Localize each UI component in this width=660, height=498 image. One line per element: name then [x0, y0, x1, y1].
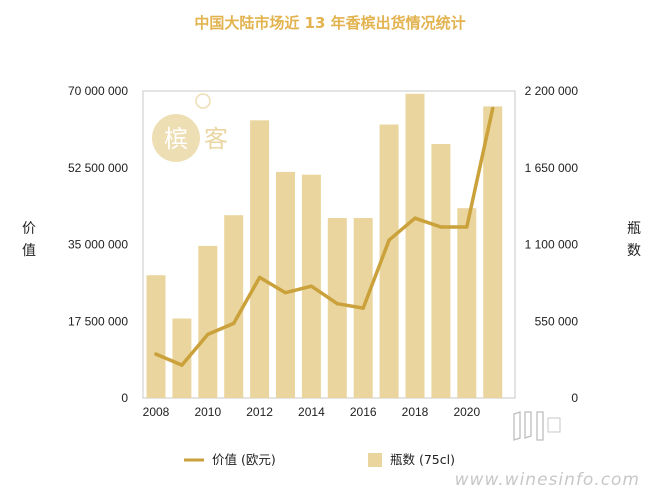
- watermark-text: www.winesinfo.com: [455, 470, 640, 490]
- bars-layer: [146, 93, 503, 399]
- x-tick-label: 2020: [453, 405, 480, 419]
- bar-2015: [327, 218, 347, 398]
- bar-2018: [405, 93, 425, 399]
- legend-bar-label: 瓶数 (75cl): [390, 452, 455, 467]
- x-tick-label: 2010: [194, 405, 221, 419]
- x-tick-label: 2014: [298, 405, 325, 419]
- left-tick-label: 70 000 000: [68, 84, 128, 98]
- bin-ke-logo-icon: 槟 客: [152, 93, 228, 162]
- value-point-2021: [491, 106, 495, 111]
- chart-title: 中国大陆市场近 13 年香槟出货情况统计: [194, 14, 465, 32]
- legend: 价值 (欧元) 瓶数 (75cl): [184, 452, 455, 467]
- value-point-2008: [154, 352, 158, 356]
- bar-2010: [198, 245, 218, 398]
- value-point-2020: [465, 225, 469, 229]
- left-axis-ticks: 0 17 500 000 35 000 000 52 500 000 70 000 00…: [68, 84, 128, 405]
- right-tick-label: 1 100 000: [525, 238, 579, 252]
- left-tick-label: 52 500 000: [68, 161, 128, 175]
- value-point-2014: [309, 284, 313, 288]
- left-tick-label: 0: [121, 391, 128, 405]
- bar-2009: [172, 318, 192, 398]
- wine-glass-watermark-icon: www.winesinfo.com: [455, 411, 640, 490]
- bar-2021: [483, 106, 503, 399]
- legend-bar-swatch: [368, 453, 382, 467]
- value-point-2017: [387, 238, 391, 242]
- x-axis-ticks: 2008 2010 2012 2014 2016 2018 2020: [143, 405, 481, 419]
- bar-2019: [431, 144, 451, 398]
- value-point-2018: [413, 216, 417, 220]
- x-tick-label: 2012: [246, 405, 273, 419]
- left-tick-label: 35 000 000: [68, 238, 128, 252]
- bar-2013: [276, 171, 295, 398]
- value-point-2009: [180, 363, 184, 367]
- bar-2011: [224, 215, 244, 398]
- value-point-2011: [232, 321, 236, 325]
- right-tick-label: 2 200 000: [525, 84, 579, 98]
- x-tick-label: 2016: [350, 405, 377, 419]
- bar-2008: [146, 275, 166, 398]
- value-point-2016: [361, 306, 365, 310]
- right-axis-title: 瓶数: [627, 221, 641, 259]
- value-series-line: [154, 106, 495, 367]
- line-layer: [154, 106, 495, 367]
- left-axis-title: 价值: [22, 221, 36, 259]
- right-axis-ticks: 0 550 000 1 100 000 1 650 000 2 200 000: [525, 84, 579, 405]
- right-tick-label: 550 000: [535, 314, 579, 328]
- legend-line-label: 价值 (欧元): [212, 452, 276, 467]
- logo-text-2: 客: [204, 125, 228, 153]
- value-point-2019: [439, 225, 443, 229]
- value-point-2012: [258, 275, 262, 279]
- bar-2012: [250, 120, 270, 399]
- value-point-2015: [335, 302, 339, 306]
- value-point-2013: [283, 291, 288, 295]
- logo-text-1: 槟: [164, 125, 188, 153]
- x-tick-label: 2018: [402, 405, 429, 419]
- right-tick-label: 0: [571, 391, 578, 405]
- left-tick-label: 17 500 000: [68, 314, 128, 328]
- bar-2020: [457, 208, 477, 398]
- value-point-2010: [206, 332, 210, 336]
- bar-2017: [379, 124, 399, 398]
- right-tick-label: 1 650 000: [525, 161, 579, 175]
- x-tick-label: 2008: [143, 405, 170, 419]
